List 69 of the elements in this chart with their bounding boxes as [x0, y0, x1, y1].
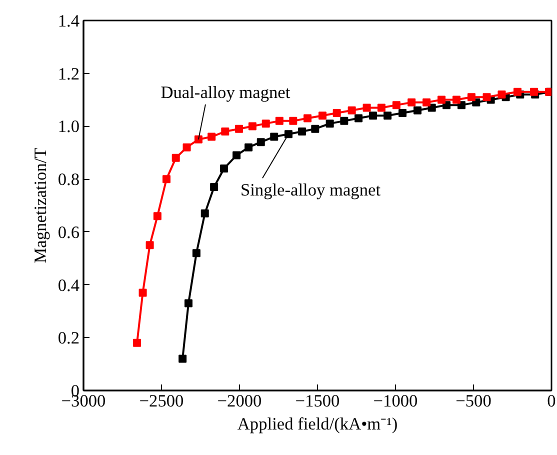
point [256, 138, 265, 146]
x-axis-title: Applied field/(kA•m⁻¹) [237, 414, 398, 434]
point [413, 106, 422, 114]
y-tick-label: 0.4 [58, 276, 80, 295]
point [498, 90, 506, 98]
y-tick-label: 1.4 [58, 12, 80, 30]
y-tick-label: 0.8 [58, 170, 80, 190]
point [422, 98, 431, 106]
point [184, 299, 192, 308]
point [326, 120, 334, 128]
point [452, 96, 460, 104]
point [262, 120, 270, 128]
point [362, 104, 371, 112]
point [467, 93, 476, 102]
point [392, 101, 400, 110]
point [178, 354, 187, 363]
point [438, 96, 446, 104]
point [384, 112, 392, 120]
point [530, 88, 538, 96]
point [513, 88, 522, 96]
point [172, 154, 180, 162]
point [235, 124, 244, 133]
y-tick-label: 0.6 [58, 222, 80, 242]
x-tick-label: −1000 [373, 392, 418, 410]
point [332, 109, 341, 117]
point [200, 209, 209, 218]
point [311, 124, 320, 133]
point [304, 114, 312, 122]
point [275, 116, 284, 125]
point [153, 212, 162, 220]
x-tick-label: 0 [547, 392, 556, 410]
point [232, 151, 241, 160]
point [340, 116, 348, 125]
y-tick-label: 1.2 [58, 64, 80, 84]
point [369, 112, 378, 120]
x-tick-label: −2000 [217, 392, 262, 410]
point [244, 143, 253, 152]
point [208, 132, 216, 141]
point [220, 164, 228, 172]
point [284, 130, 292, 138]
point [377, 104, 386, 112]
point [289, 116, 298, 125]
x-tick-label: −2500 [139, 392, 184, 410]
point [298, 128, 306, 136]
point [182, 143, 191, 152]
point [194, 135, 202, 144]
point [482, 93, 491, 102]
y-tick-label: 0.2 [58, 328, 80, 348]
y-tick-label: 1.0 [58, 117, 80, 136]
point [162, 175, 170, 184]
point [354, 114, 363, 122]
point [138, 288, 147, 297]
point [348, 106, 356, 114]
point [192, 249, 200, 258]
point [318, 112, 326, 120]
annotation: Single-alloy magnet [240, 180, 381, 200]
x-tick-label: −1500 [295, 392, 340, 410]
point [133, 338, 142, 347]
y-axis-title: Magnetization/T [30, 147, 50, 264]
point [146, 241, 154, 250]
point [270, 132, 278, 141]
point [221, 128, 230, 136]
point [398, 109, 407, 117]
point [210, 183, 218, 191]
point [428, 104, 436, 112]
point [248, 122, 256, 130]
point [408, 98, 416, 106]
annotation: Dual-alloy magnet [160, 82, 290, 102]
x-tick-label: −500 [456, 392, 492, 410]
